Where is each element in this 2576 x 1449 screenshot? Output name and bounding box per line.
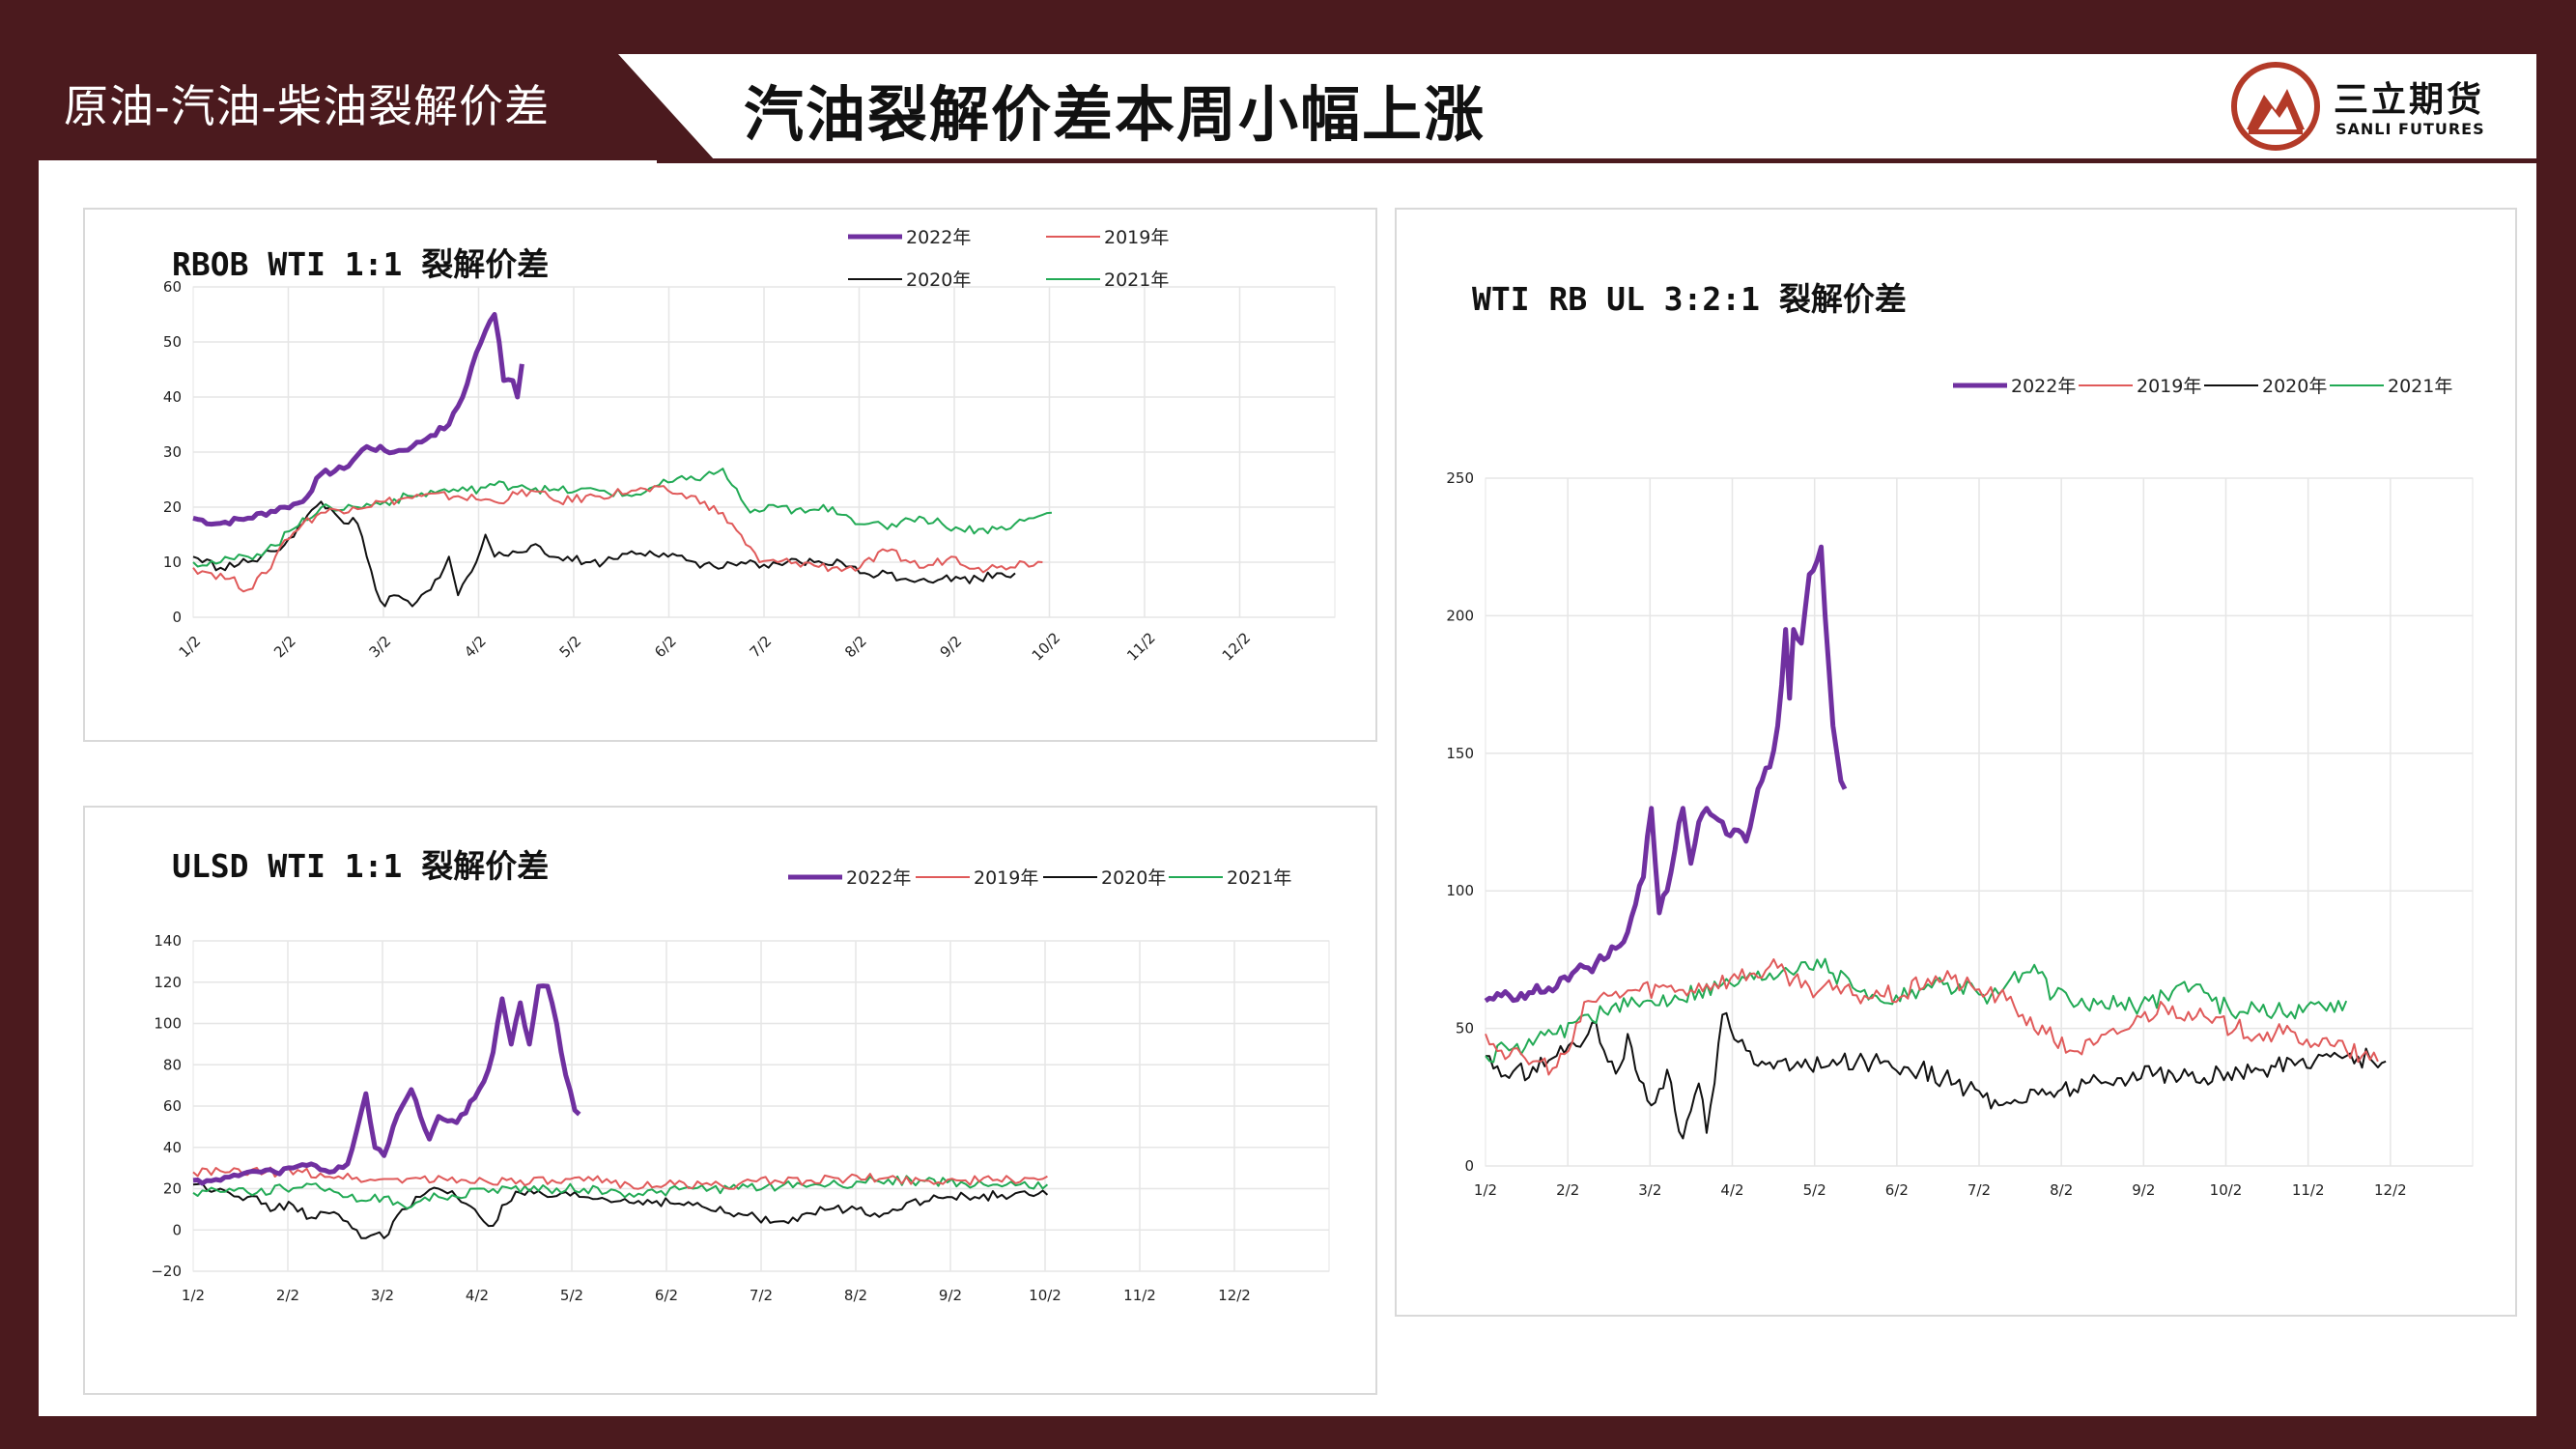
- x-tick-label: 10/2: [2210, 1181, 2243, 1199]
- chart-panel-rbob-wti: RBOB WTI 1:1 裂解价差 0 10 20 30 40 50 60 1/2 2/2 3/2 4…: [83, 208, 1377, 742]
- x-tick-label: 2/2: [276, 1287, 299, 1304]
- legend-label: 2019年: [1104, 227, 1169, 248]
- legend-label: 2019年: [2137, 376, 2201, 397]
- series-line-2022年: [1484, 544, 1848, 1004]
- y-tick-label: 250: [1446, 469, 1474, 487]
- x-tick-label: 11/2: [1123, 1287, 1156, 1304]
- x-tick-label: 8/2: [841, 633, 870, 662]
- x-tick-label: 6/2: [655, 1287, 678, 1304]
- x-tick-label: 8/2: [844, 1287, 867, 1304]
- y-tick-label: −20: [151, 1263, 182, 1280]
- y-tick-label: 0: [172, 609, 182, 626]
- x-tick-label: 10/2: [1029, 629, 1064, 665]
- x-tick-label: 12/2: [1219, 629, 1255, 665]
- chart-panel-wti-321: WTI RB UL 3:2:1 裂解价差 0 50 100 150 200 250 1/2 2/…: [1395, 208, 2517, 1317]
- series-line-2022年: [192, 983, 581, 1186]
- y-tick-label: 50: [163, 333, 182, 351]
- x-tick-label: 7/2: [750, 1287, 773, 1304]
- chart-wti-321: WTI RB UL 3:2:1 裂解价差 0 50 100 150 200 250 1/2 2/…: [1446, 280, 2474, 1199]
- x-tick-label: 11/2: [1123, 629, 1159, 665]
- x-tick-label: 12/2: [2374, 1181, 2407, 1199]
- logo-text-en: SANLI FUTURES: [2335, 120, 2485, 138]
- x-tick-label: 12/2: [1218, 1287, 1251, 1304]
- y-tick-label: 20: [163, 498, 182, 516]
- legend-label: 2020年: [2262, 376, 2327, 397]
- y-tick-label: 20: [163, 1180, 182, 1198]
- section-title: 原油-汽油-柴油裂解价差: [64, 80, 551, 132]
- x-tick-label: 9/2: [2132, 1181, 2155, 1199]
- y-tick-label: 80: [163, 1056, 182, 1073]
- y-tick-label: 100: [154, 1015, 182, 1033]
- legend-label: 2021年: [2388, 376, 2452, 397]
- series-line-2020年: [192, 1182, 1049, 1239]
- x-tick-label: 5/2: [560, 1287, 583, 1304]
- y-tick-label: 200: [1446, 607, 1474, 624]
- chart-title: WTI RB UL 3:2:1 裂解价差: [1472, 280, 1907, 318]
- x-tick-label: 11/2: [2292, 1181, 2325, 1199]
- series-line-2022年: [192, 312, 524, 527]
- x-tick-label: 6/2: [651, 633, 680, 662]
- chart-rbob-wti: RBOB WTI 1:1 裂解价差 0 10 20 30 40 50 60 1/2 2/2 3/2 4…: [163, 227, 1336, 665]
- x-tick-label: 3/2: [366, 633, 395, 662]
- y-tick-label: 0: [1464, 1157, 1474, 1175]
- legend-label: 2022年: [2011, 376, 2076, 397]
- y-tick-label: 0: [172, 1221, 182, 1238]
- x-tick-label: 3/2: [371, 1287, 394, 1304]
- mountain-logo-icon: [2231, 62, 2320, 151]
- chart-title: RBOB WTI 1:1 裂解价差: [172, 245, 549, 283]
- series-line-2020年: [1485, 1011, 2387, 1140]
- x-tick-label: 9/2: [937, 633, 966, 662]
- y-tick-label: 60: [163, 1097, 182, 1115]
- legend-label: 2022年: [906, 227, 971, 248]
- legend-label: 2020年: [1101, 867, 1166, 889]
- slide: 原油-汽油-柴油裂解价差 汽油裂解价差本周小幅上涨 三立期货 SANLI FUT…: [39, 54, 2536, 1416]
- y-tick-label: 60: [163, 278, 182, 296]
- x-tick-label: 2/2: [270, 633, 299, 662]
- y-tick-label: 140: [154, 932, 182, 950]
- y-tick-label: 50: [1456, 1020, 1474, 1037]
- y-tick-label: 100: [1446, 882, 1474, 899]
- y-tick-label: 30: [163, 443, 182, 461]
- x-tick-label: 1/2: [1474, 1181, 1497, 1199]
- x-tick-label: 6/2: [1885, 1181, 1909, 1199]
- legend-label: 2021年: [1227, 867, 1291, 889]
- x-tick-label: 4/2: [466, 1287, 489, 1304]
- company-logo: 三立期货 SANLI FUTURES: [2220, 60, 2519, 153]
- header-divider: [657, 158, 2536, 163]
- chart-title: ULSD WTI 1:1 裂解价差: [172, 847, 549, 885]
- x-tick-label: 7/2: [747, 633, 776, 662]
- x-tick-label: 4/2: [1720, 1181, 1743, 1199]
- legend-label: 2019年: [974, 867, 1038, 889]
- x-tick-label: 7/2: [1967, 1181, 1991, 1199]
- logo-text-cn: 三立期货: [2334, 80, 2485, 120]
- y-tick-label: 10: [163, 554, 182, 571]
- x-tick-label: 3/2: [1638, 1181, 1661, 1199]
- series-line-2021年: [1485, 957, 2348, 1064]
- x-tick-label: 10/2: [1029, 1287, 1062, 1304]
- series-line-2019年: [192, 1166, 1048, 1190]
- x-tick-label: 5/2: [556, 633, 585, 662]
- x-tick-label: 1/2: [182, 1287, 205, 1304]
- chart-ulsd-wti: ULSD WTI 1:1 裂解价差 −20 0 20 40 60 80 100 120 140 1/…: [151, 847, 1330, 1304]
- series-line-2019年: [192, 485, 1043, 593]
- x-tick-label: 2/2: [1556, 1181, 1579, 1199]
- chart-panel-ulsd-wti: ULSD WTI 1:1 裂解价差 −20 0 20 40 60 80 100 120 140 1/…: [83, 806, 1377, 1395]
- page-title: 汽油裂解价差本周小幅上涨: [744, 79, 1486, 150]
- series-line-2019年: [1485, 958, 2379, 1076]
- y-tick-label: 150: [1446, 745, 1474, 762]
- y-tick-label: 120: [154, 974, 182, 991]
- y-tick-label: 40: [163, 1139, 182, 1156]
- x-tick-label: 9/2: [939, 1287, 962, 1304]
- legend-label: 2022年: [846, 867, 911, 889]
- y-tick-label: 40: [163, 388, 182, 406]
- legend-label: 2020年: [906, 270, 971, 291]
- x-tick-label: 8/2: [2050, 1181, 2073, 1199]
- x-tick-label: 4/2: [461, 633, 490, 662]
- legend-label: 2021年: [1104, 270, 1169, 291]
- header-band: [39, 54, 715, 160]
- x-tick-label: 1/2: [176, 633, 205, 662]
- x-tick-label: 5/2: [1803, 1181, 1826, 1199]
